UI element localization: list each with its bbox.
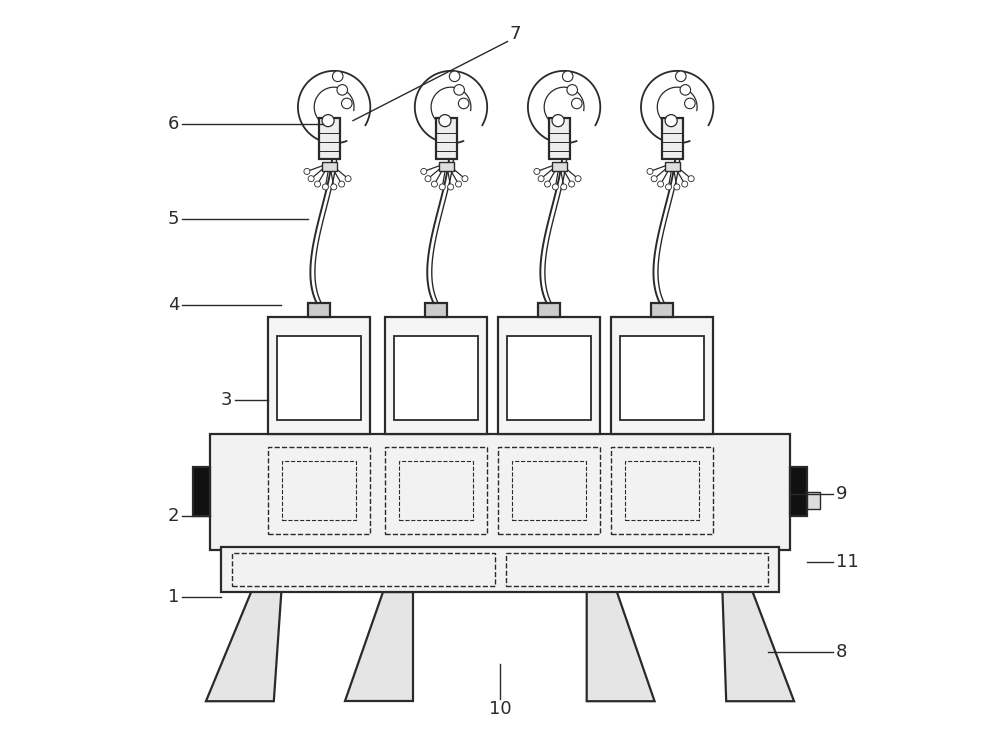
Bar xyxy=(790,467,807,516)
Bar xyxy=(268,317,370,434)
Circle shape xyxy=(685,98,695,109)
Circle shape xyxy=(665,115,677,127)
Circle shape xyxy=(421,168,427,174)
Circle shape xyxy=(552,184,558,190)
Bar xyxy=(210,434,790,550)
Circle shape xyxy=(534,168,540,174)
Bar xyxy=(507,336,591,420)
Bar xyxy=(308,303,330,317)
Circle shape xyxy=(562,71,573,81)
Circle shape xyxy=(665,184,671,190)
Circle shape xyxy=(425,176,431,182)
Bar xyxy=(662,118,683,159)
Circle shape xyxy=(308,176,314,182)
Circle shape xyxy=(449,71,460,81)
Bar xyxy=(399,461,473,520)
Circle shape xyxy=(345,176,351,182)
Bar xyxy=(268,447,370,534)
Circle shape xyxy=(567,84,578,95)
Bar xyxy=(611,317,713,434)
Circle shape xyxy=(682,181,688,187)
Bar xyxy=(319,118,340,159)
Circle shape xyxy=(331,184,337,190)
Text: 8: 8 xyxy=(836,643,847,661)
Bar xyxy=(665,161,680,170)
Circle shape xyxy=(658,181,664,187)
Bar xyxy=(512,461,586,520)
Circle shape xyxy=(339,181,345,187)
Circle shape xyxy=(674,184,680,190)
Circle shape xyxy=(337,84,348,95)
Bar xyxy=(282,461,356,520)
Circle shape xyxy=(552,115,564,127)
Circle shape xyxy=(315,181,321,187)
Bar xyxy=(385,447,487,534)
Circle shape xyxy=(538,176,544,182)
Text: 6: 6 xyxy=(168,115,180,133)
Text: 9: 9 xyxy=(836,485,847,503)
Circle shape xyxy=(304,168,310,174)
Bar xyxy=(498,317,600,434)
Bar xyxy=(394,336,478,420)
Circle shape xyxy=(342,98,352,109)
Bar xyxy=(651,303,673,317)
Bar xyxy=(625,461,699,520)
Circle shape xyxy=(647,168,653,174)
Bar xyxy=(232,553,495,586)
Polygon shape xyxy=(722,592,794,701)
Circle shape xyxy=(651,176,657,182)
Circle shape xyxy=(332,71,343,81)
Bar xyxy=(277,336,361,420)
Circle shape xyxy=(322,184,328,190)
Text: 7: 7 xyxy=(509,25,521,43)
Circle shape xyxy=(680,84,691,95)
Circle shape xyxy=(456,181,462,187)
Bar xyxy=(506,553,768,586)
Circle shape xyxy=(458,98,469,109)
Bar xyxy=(549,118,570,159)
Circle shape xyxy=(688,176,694,182)
Circle shape xyxy=(439,115,451,127)
Bar xyxy=(221,547,779,592)
Bar xyxy=(620,336,704,420)
Bar xyxy=(385,317,487,434)
Circle shape xyxy=(575,176,581,182)
Circle shape xyxy=(431,181,437,187)
Bar xyxy=(439,161,454,170)
Text: 4: 4 xyxy=(168,296,180,314)
Polygon shape xyxy=(206,592,281,701)
Bar xyxy=(552,161,567,170)
Circle shape xyxy=(571,98,582,109)
Polygon shape xyxy=(587,592,655,701)
Bar xyxy=(538,303,560,317)
Circle shape xyxy=(322,115,334,127)
Circle shape xyxy=(462,176,468,182)
Circle shape xyxy=(448,184,454,190)
Bar xyxy=(498,447,600,534)
Bar xyxy=(193,467,210,516)
Bar xyxy=(807,492,820,508)
Text: 3: 3 xyxy=(221,391,232,409)
Text: 11: 11 xyxy=(836,553,858,571)
Circle shape xyxy=(561,184,567,190)
Bar xyxy=(425,303,447,317)
Circle shape xyxy=(569,181,575,187)
Text: 5: 5 xyxy=(168,210,180,228)
Text: 1: 1 xyxy=(168,588,180,606)
Bar xyxy=(436,118,457,159)
Circle shape xyxy=(439,184,445,190)
Circle shape xyxy=(676,71,686,81)
Text: 2: 2 xyxy=(168,507,180,526)
Polygon shape xyxy=(345,592,413,701)
Bar xyxy=(611,447,713,534)
Circle shape xyxy=(454,84,464,95)
Circle shape xyxy=(544,181,551,187)
Text: 10: 10 xyxy=(489,700,511,718)
Bar xyxy=(322,161,337,170)
